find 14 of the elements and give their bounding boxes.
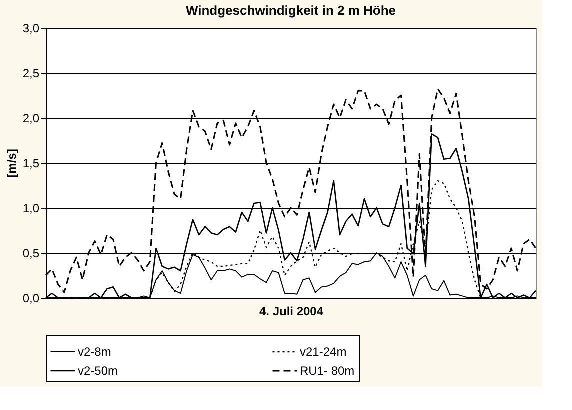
y-axis-title: [m/s]	[4, 149, 19, 178]
chart-title: Windgeschwindigkeit in 2 m Höhe	[186, 3, 396, 18]
legend-label: v2-50m	[78, 364, 118, 378]
legend-label: v21-24m	[300, 345, 347, 359]
legend-label: RU1- 80m	[300, 364, 355, 378]
legend-label: v2-8m	[78, 345, 112, 359]
y-tick-label: 0,5	[22, 246, 40, 260]
y-tick-label: 2,5	[22, 66, 40, 80]
y-tick-label: 3,0	[22, 22, 40, 36]
y-tick-label: 1,5	[22, 156, 40, 170]
x-axis-title: 4. Juli 2004	[259, 304, 324, 318]
y-tick-label: 1,0	[22, 202, 40, 216]
y-tick-label: 2,0	[22, 112, 40, 126]
y-tick-label: 0,0	[22, 292, 40, 306]
